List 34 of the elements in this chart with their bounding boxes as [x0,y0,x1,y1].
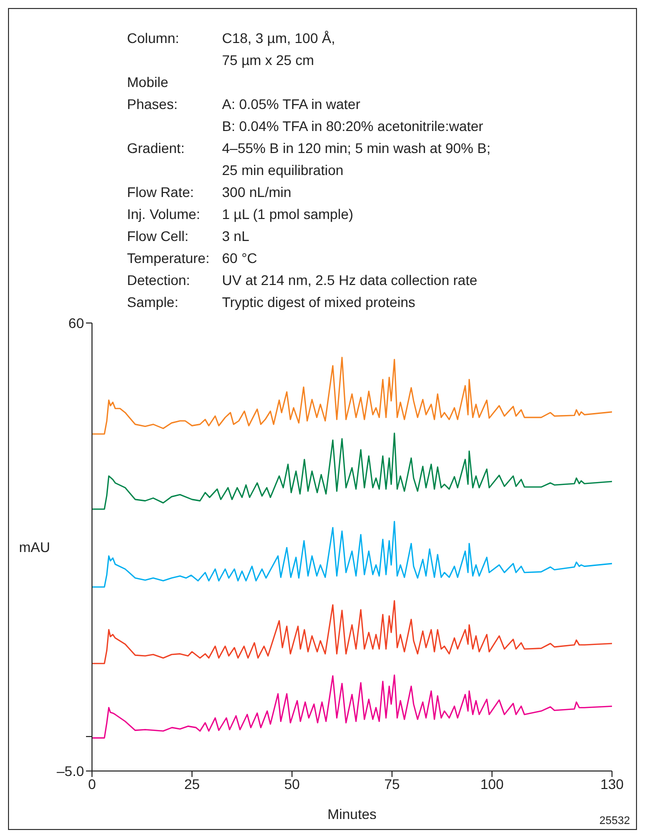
text: Column: [127,29,180,48]
x-tick-label: 0 [88,776,96,792]
y-axis-title: mAU [19,538,50,555]
text: 1 µL (1 pmol sample) [222,205,354,224]
line-series [92,674,612,739]
text: A: 0.05% TFA in water B: 0.04% TFA in 80:20% acetonitrile:water [222,95,484,136]
text: UV at 214 nm, 2.5 Hz data collection rate [222,271,478,290]
text: Mobile Phases: [127,73,179,114]
x-tick-label: 75 [384,776,400,792]
text: Flow Cell: [127,227,190,246]
text: 25532 [599,815,630,827]
text: Tryptic digest of mixed proteins [222,293,416,312]
line-series [92,520,612,588]
text: 3 nL [222,227,250,246]
text: Gradient: [127,139,186,158]
text: Temperature: [127,249,210,268]
x-tick-label: 50 [284,776,300,792]
text: 60 °C [222,249,258,268]
line-series [92,432,612,510]
x-tick-label: 130 [600,776,624,792]
y-tick-label: 60 [68,314,84,331]
y-tick-label: –5.0 [56,762,84,779]
line-series [92,600,612,664]
text: 300 nL/min [222,183,292,202]
x-tick-label: 100 [480,776,504,792]
line-series [92,356,612,435]
text: C18, 3 µm, 100 Å, 75 µm x 25 cm [222,29,336,70]
text: Detection: [127,271,192,290]
text: Flow Rate: [127,183,195,202]
x-tick-label: 25 [184,776,200,792]
text: Inj. Volume: [127,205,202,224]
text: 4–55% B in 120 min; 5 min wash at 90% B; 25 min equilibration [222,139,490,180]
text: Sample: [127,293,180,312]
x-axis-title: Minutes [327,806,377,822]
